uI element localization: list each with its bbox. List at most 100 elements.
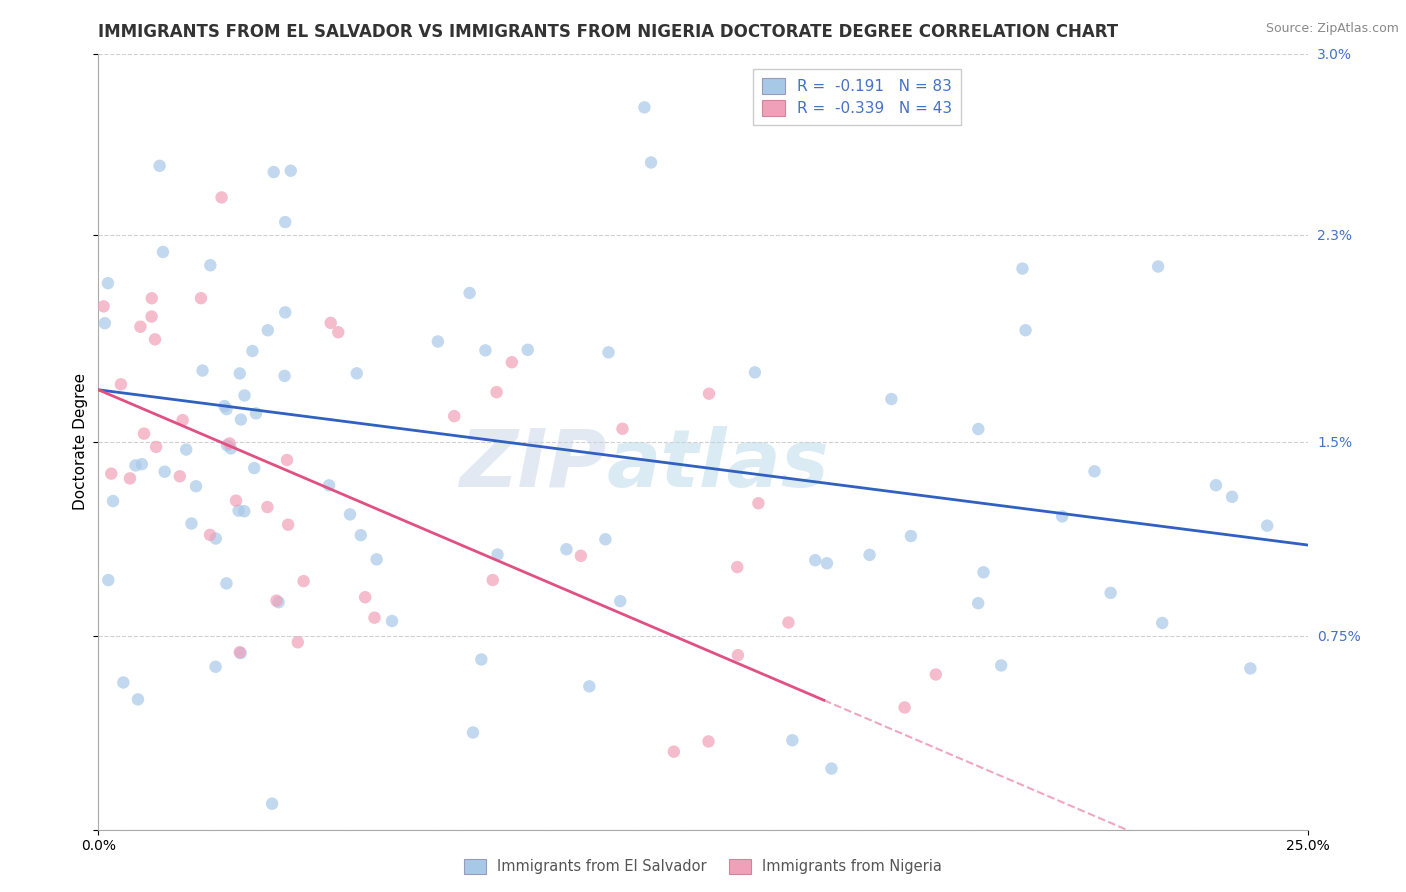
Point <box>276 453 298 467</box>
Point <box>747 496 769 510</box>
Point <box>229 646 252 660</box>
Point <box>972 566 994 580</box>
Point <box>381 614 404 628</box>
Point <box>443 409 465 424</box>
Point <box>1220 490 1243 504</box>
Point <box>112 675 135 690</box>
Point <box>229 645 252 659</box>
Point <box>820 762 842 776</box>
Point <box>1239 661 1261 675</box>
Point <box>118 471 141 485</box>
Point <box>174 442 197 457</box>
Point <box>225 493 247 508</box>
Point <box>94 316 117 330</box>
Point <box>215 402 238 417</box>
Point <box>328 325 350 339</box>
Point <box>262 797 284 811</box>
Point <box>339 508 361 522</box>
Point <box>470 652 492 666</box>
Point <box>319 316 342 330</box>
Point <box>1152 615 1174 630</box>
Point <box>277 517 299 532</box>
Point <box>725 560 748 574</box>
Point <box>292 574 315 588</box>
Point <box>363 610 385 624</box>
Point <box>598 345 620 359</box>
Point <box>697 734 720 748</box>
Point <box>501 355 523 369</box>
Point <box>141 310 163 324</box>
Point <box>131 457 153 471</box>
Point <box>474 343 496 358</box>
Point <box>233 388 256 402</box>
Point <box>204 532 226 546</box>
Text: Source: ZipAtlas.com: Source: ZipAtlas.com <box>1265 22 1399 36</box>
Legend: R =  -0.191   N = 83, R =  -0.339   N = 43: R = -0.191 N = 83, R = -0.339 N = 43 <box>752 69 962 126</box>
Point <box>516 343 538 357</box>
Point <box>274 215 297 229</box>
Point <box>214 399 236 413</box>
Point <box>228 503 250 517</box>
Point <box>280 163 302 178</box>
Point <box>640 155 662 169</box>
Point <box>127 692 149 706</box>
Point <box>242 343 264 358</box>
Point <box>426 334 449 349</box>
Point <box>273 368 295 383</box>
Point <box>191 363 214 377</box>
Point <box>200 258 222 272</box>
Point <box>274 305 297 319</box>
Point <box>880 392 903 406</box>
Point <box>461 725 484 739</box>
Point <box>778 615 800 630</box>
Point <box>153 465 176 479</box>
Text: ZIP: ZIP <box>458 425 606 504</box>
Point <box>893 700 915 714</box>
Point <box>184 479 207 493</box>
Point <box>354 591 377 605</box>
Legend: Immigrants from El Salvador, Immigrants from Nigeria: Immigrants from El Salvador, Immigrants … <box>458 853 948 880</box>
Point <box>124 458 146 473</box>
Point <box>815 556 838 570</box>
Point <box>990 658 1012 673</box>
Point <box>266 593 288 607</box>
Point <box>555 542 578 557</box>
Point <box>727 648 749 662</box>
Point <box>218 436 240 450</box>
Point <box>256 500 278 514</box>
Y-axis label: Doctorate Degree: Doctorate Degree <box>73 373 89 510</box>
Point <box>633 100 655 114</box>
Point <box>143 332 166 346</box>
Point <box>287 635 309 649</box>
Point <box>93 299 115 313</box>
Point <box>900 529 922 543</box>
Point <box>110 377 132 392</box>
Point <box>229 367 252 381</box>
Point <box>172 413 194 427</box>
Point <box>967 422 990 436</box>
Point <box>662 745 685 759</box>
Point <box>263 165 285 179</box>
Point <box>217 438 239 452</box>
Point <box>101 494 124 508</box>
Point <box>569 549 592 563</box>
Point <box>190 291 212 305</box>
Point <box>697 386 720 401</box>
Point <box>149 159 172 173</box>
Point <box>132 426 155 441</box>
Point <box>141 291 163 305</box>
Point <box>1205 478 1227 492</box>
Point <box>1083 464 1105 478</box>
Text: atlas: atlas <box>606 425 830 504</box>
Point <box>366 552 388 566</box>
Point <box>152 244 174 259</box>
Point <box>481 573 503 587</box>
Point <box>1011 261 1033 276</box>
Point <box>1147 260 1170 274</box>
Point <box>350 528 373 542</box>
Point <box>1050 509 1073 524</box>
Point <box>578 679 600 693</box>
Point <box>180 516 202 531</box>
Point <box>215 576 238 591</box>
Point <box>229 412 252 426</box>
